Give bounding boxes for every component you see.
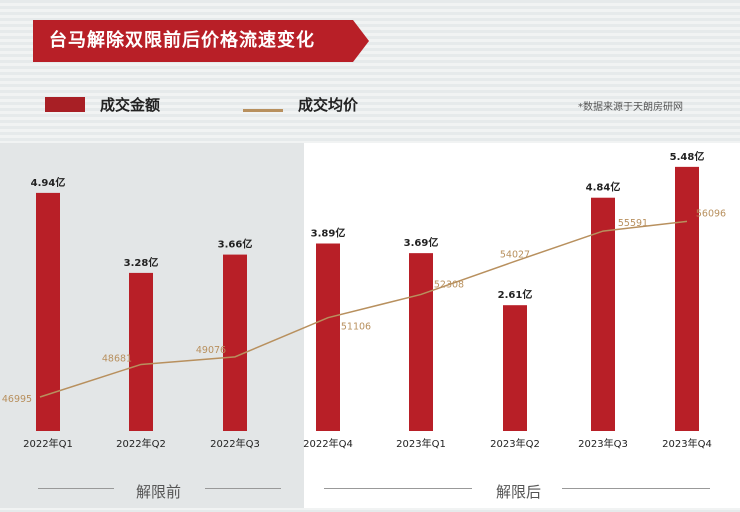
price-value-label: 46995: [2, 394, 32, 405]
bar: [591, 197, 615, 431]
bar-value-label: 3.28亿: [124, 256, 159, 269]
bar: [503, 305, 527, 431]
price-value-label: 48681: [102, 353, 132, 364]
price-value-label: 55591: [618, 218, 648, 229]
x-tick-label: 2022年Q1: [23, 437, 73, 450]
period-label-pre: 解限前: [136, 483, 182, 501]
x-tick-label: 2023年Q3: [578, 437, 628, 450]
price-line: [39, 220, 688, 398]
bar: [36, 192, 60, 431]
source-note: *数据来源于天朗房研网: [578, 102, 683, 113]
x-tick-label: 2022年Q3: [210, 437, 260, 450]
legend-line-swatch: [243, 109, 283, 112]
x-tick-label: 2022年Q4: [303, 437, 353, 450]
price-value-label: 54027: [500, 249, 530, 260]
x-tick-label: 2023年Q4: [662, 437, 712, 450]
bar-value-label: 3.66亿: [218, 238, 253, 251]
period-label-post: 解限后: [496, 483, 542, 501]
bar: [129, 272, 153, 431]
price-value-label: 52308: [434, 279, 464, 290]
divider: [562, 488, 710, 489]
divider: [205, 488, 281, 489]
divider: [38, 488, 114, 489]
legend-line-label: 成交均价: [298, 96, 359, 114]
bar-value-label: 4.94亿: [31, 176, 66, 189]
bar: [223, 254, 247, 431]
price-value-label: 51106: [341, 322, 371, 333]
x-tick-label: 2023年Q1: [396, 437, 446, 450]
chart-title: 台马解除双限前后价格流速变化: [33, 20, 369, 62]
legend-bar-label: 成交金额: [100, 96, 161, 114]
bar-value-label: 5.48亿: [670, 150, 705, 163]
divider: [324, 488, 472, 489]
bar-value-label: 3.89亿: [311, 227, 346, 240]
bar: [409, 253, 433, 431]
bar-value-label: 4.84亿: [586, 181, 621, 194]
bar-value-label: 2.61亿: [498, 288, 533, 301]
legend-bar-swatch: [45, 97, 85, 112]
bar: [316, 243, 340, 431]
x-tick-label: 2023年Q2: [490, 437, 540, 450]
x-tick-label: 2022年Q2: [116, 437, 166, 450]
price-value-label: 49076: [196, 345, 226, 356]
bar: [675, 166, 699, 431]
price-value-label: 56096: [696, 208, 726, 219]
bar-value-label: 3.69亿: [404, 236, 439, 249]
